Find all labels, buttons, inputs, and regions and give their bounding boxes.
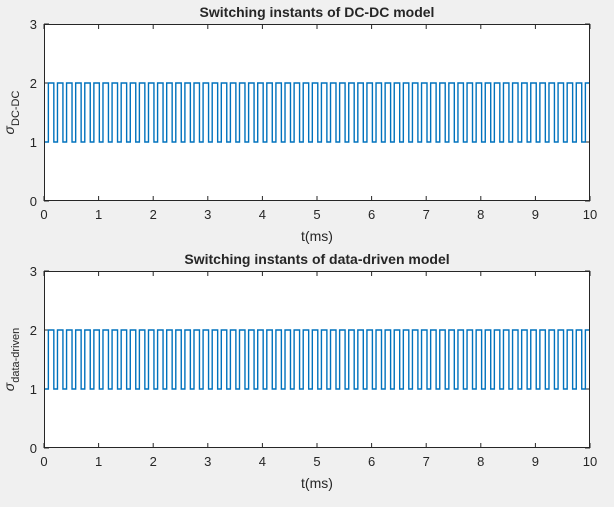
plot-area: [44, 271, 590, 448]
y-axis-label: σdata-driven: [1, 328, 22, 392]
x-tick-label: 10: [583, 207, 597, 222]
y-tick-label: 0: [30, 194, 37, 209]
x-tick-label: 8: [477, 454, 484, 469]
x-tick-label: 9: [532, 454, 539, 469]
series-group: [44, 329, 590, 390]
y-tick-labels: 0 1 2 3: [30, 17, 37, 209]
y-axis-label: σDC-DC: [1, 91, 22, 135]
plot-frame: [44, 271, 590, 448]
y-tick-label: 2: [30, 76, 37, 91]
y-tick-label: 1: [30, 135, 37, 150]
x-tick-label: 1: [95, 454, 102, 469]
x-tick-label: 5: [313, 454, 320, 469]
y-tick-label: 3: [30, 264, 37, 279]
x-tick-label: 3: [204, 207, 211, 222]
x-tick-label: 7: [423, 207, 430, 222]
series-line: [44, 329, 590, 390]
y-tick-label: 2: [30, 323, 37, 338]
x-tick-label: 8: [477, 207, 484, 222]
x-tick-label: 5: [313, 207, 320, 222]
y-tick-labels: 0 1 2 3: [30, 264, 37, 456]
y-tick-label: 1: [30, 382, 37, 397]
x-tick-label: 0: [40, 454, 47, 469]
x-tick-label: 4: [259, 207, 266, 222]
x-tick-labels: 0 1 2 3 4 5 6 7 8 9 10: [40, 207, 597, 222]
x-axis-label: t(ms): [301, 475, 333, 491]
subplot-dc-dc: Switching instants of DC-DC model t(ms) …: [1, 4, 597, 244]
y-axis-label-subscript: DC-DC: [10, 91, 22, 126]
x-axis-label: t(ms): [301, 228, 333, 244]
x-tick-label: 3: [204, 454, 211, 469]
series-group: [44, 82, 590, 143]
x-tick-labels: 0 1 2 3 4 5 6 7 8 9 10: [40, 454, 597, 469]
x-tick-label: 9: [532, 207, 539, 222]
x-tick-label: 6: [368, 454, 375, 469]
x-tick-label: 6: [368, 207, 375, 222]
y-axis-label-subscript: data-driven: [10, 328, 22, 383]
subplot-data-driven: Switching instants of data-driven model …: [1, 251, 597, 491]
x-tick-label: 2: [150, 454, 157, 469]
x-tick-label: 4: [259, 454, 266, 469]
chart-title: Switching instants of DC-DC model: [200, 4, 435, 20]
y-axis-label-symbol: σ: [1, 382, 17, 391]
x-tick-label: 2: [150, 207, 157, 222]
x-tick-label: 10: [583, 454, 597, 469]
plot-frame: [44, 24, 590, 201]
y-tick-label: 0: [30, 441, 37, 456]
series-line: [44, 82, 590, 143]
y-axis-label-symbol: σ: [1, 125, 17, 134]
plot-area: [44, 24, 590, 201]
y-tick-label: 3: [30, 17, 37, 32]
x-tick-label: 0: [40, 207, 47, 222]
x-tick-label: 7: [423, 454, 430, 469]
chart-title: Switching instants of data-driven model: [184, 251, 449, 267]
x-tick-label: 1: [95, 207, 102, 222]
